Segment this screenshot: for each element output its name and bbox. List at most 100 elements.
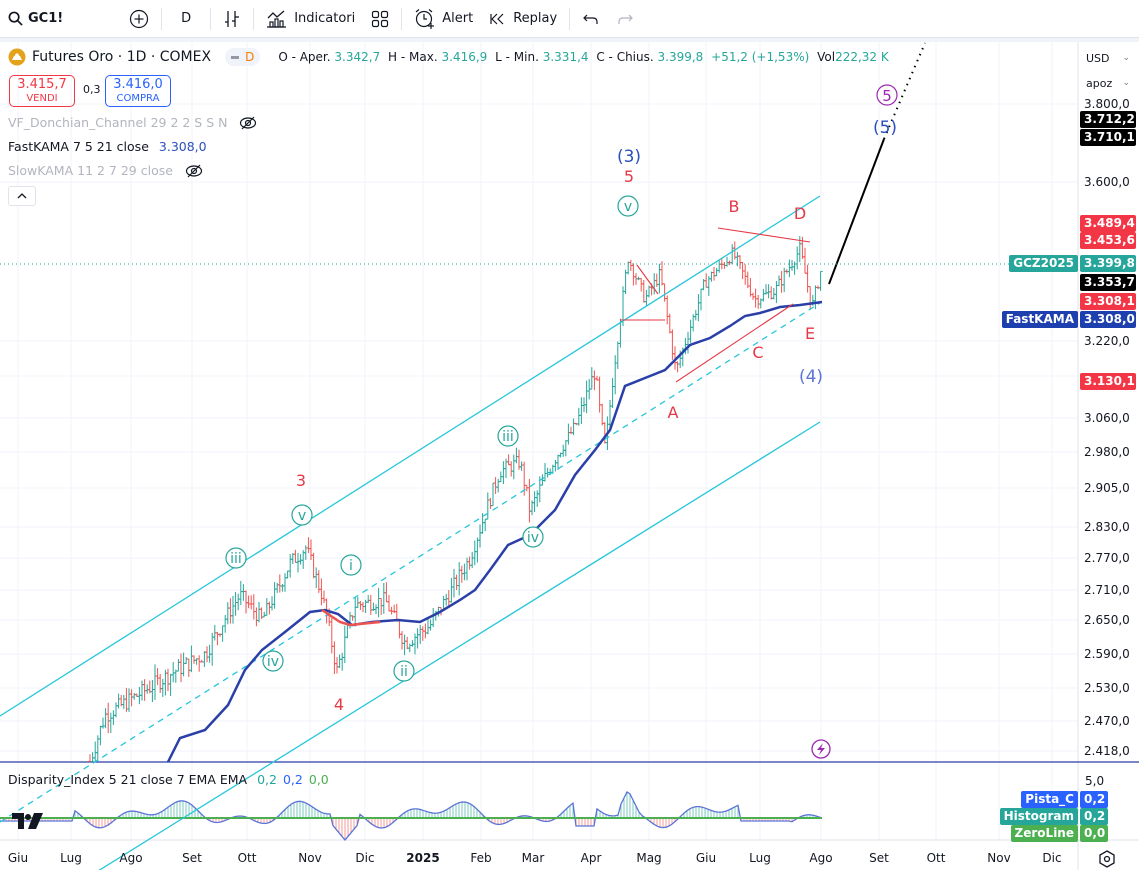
oscillator-axis-top: 5,0: [1085, 774, 1105, 788]
buy-button[interactable]: 3.416,0 COMPRA: [105, 75, 171, 107]
badge-interval: D: [245, 50, 255, 64]
time-tick: Lug: [60, 851, 82, 865]
wave-label-minor-v: v: [624, 199, 632, 215]
series-label-tag: GCZ2025: [1009, 255, 1078, 272]
oscillator-value-pista: 0,2: [282, 772, 303, 787]
open-label: O - Aper.: [278, 50, 331, 64]
price-tag: 3.399,8: [1080, 255, 1136, 272]
interval-label: D: [181, 11, 192, 26]
wave-label-minor-iv-circle: [522, 526, 544, 548]
wave-label-minor-iv: iv: [267, 654, 279, 670]
indicator-slowkama[interactable]: SlowKAMA 11 2 7 29 close: [8, 163, 203, 178]
price-tag: 3.130,1: [1080, 373, 1136, 390]
replay-button[interactable]: Replay: [481, 0, 565, 38]
undo-button[interactable]: [574, 0, 608, 38]
oscillator-name: Disparity_Index 5 21 close 7 EMA EMA: [8, 772, 248, 787]
trend-line: [636, 264, 659, 295]
eye-off-icon[interactable]: [239, 116, 257, 130]
sell-label: VENDI: [26, 93, 58, 104]
oscillator-value-histogram: 0,2: [257, 772, 277, 787]
interval-badge[interactable]: D: [225, 48, 261, 66]
wave-label-E: E: [805, 324, 815, 343]
divider: [161, 7, 163, 30]
vol-label: Vol: [817, 50, 836, 64]
symbol-search-button[interactable]: GC1!: [0, 0, 71, 38]
series-label-tag: FastKAMA: [1001, 311, 1078, 328]
wave-label-minor-iii-circle: [225, 547, 247, 569]
oscillator-value-tag: 0,2: [1080, 808, 1108, 825]
grid-icon: [372, 10, 389, 27]
wave-label-minor-iii: iii: [502, 429, 514, 445]
drawings: [0, 42, 1078, 870]
main-legend: Futures Oro · 1D · COMEX D O - Aper. 3.3…: [8, 48, 889, 66]
collapse-legend-button[interactable]: [8, 186, 36, 206]
price-tag: 3.489,4: [1080, 215, 1136, 232]
time-tick: Ago: [809, 851, 833, 865]
time-tick: Set: [182, 851, 202, 865]
gold-logo-icon: [8, 48, 26, 66]
time-tick: Nov: [987, 851, 1011, 865]
vol-value: 222,32 K: [835, 50, 889, 64]
templates-button[interactable]: [363, 0, 397, 38]
scale-mode-label: apoz: [1086, 76, 1113, 90]
chevron-down-icon: ⌄: [1122, 53, 1130, 63]
price-tick: 3.220,0: [1084, 334, 1130, 348]
chart-type-button[interactable]: [215, 0, 249, 38]
wave-label-target-5: 5: [882, 87, 892, 105]
oscillator-legend[interactable]: Disparity_Index 5 21 close 7 EMA EMA 0,2…: [8, 772, 329, 787]
settings-icon[interactable]: [1098, 850, 1116, 868]
bar-chart-icon: [225, 10, 240, 27]
price-tag: 3.453,6: [1080, 232, 1136, 249]
price-tag: 3.308,1: [1080, 293, 1136, 310]
add-symbol-button[interactable]: [121, 0, 157, 38]
indicator-donchian[interactable]: VF_Donchian_Channel 29 2 2 S S N: [8, 115, 257, 130]
eye-off-icon[interactable]: [185, 164, 203, 178]
wave-label-minor-iii: iii: [230, 551, 242, 567]
oscillator-series-tag: Pista_C: [1021, 791, 1078, 808]
alarm-clock-icon: [415, 8, 435, 29]
indicator-fastkama[interactable]: FastKAMA 7 5 21 close 3.308,0: [8, 139, 207, 154]
toolbar-gap: [0, 38, 1139, 42]
price-tick: 2.830,0: [1084, 520, 1130, 534]
high-label: H - Max.: [388, 50, 438, 64]
open-value: 3.342,7: [334, 50, 381, 64]
time-tick: Giu: [695, 851, 717, 865]
divider: [569, 7, 571, 30]
price-tick: 2.470,0: [1084, 714, 1130, 728]
search-icon: [8, 11, 23, 26]
replay-label: Replay: [513, 11, 558, 26]
indicator-name: VF_Donchian_Channel 29 2 2 S S N: [8, 115, 228, 130]
scale-mode-select[interactable]: apoz ⌄: [1081, 72, 1135, 94]
close-value: 3.399,8: [657, 50, 704, 64]
interval-button[interactable]: D: [166, 0, 206, 38]
target-circle: [876, 84, 898, 106]
symbol-title[interactable]: Futures Oro · 1D · COMEX: [32, 49, 212, 65]
price-tick: 3.060,0: [1084, 411, 1130, 425]
wave-label-D: D: [794, 204, 806, 223]
redo-button[interactable]: [608, 0, 642, 38]
channel-upper-line: [0, 195, 821, 717]
currency-select[interactable]: USD ⌄: [1081, 47, 1135, 69]
chevron-down-icon: ⌄: [1122, 78, 1130, 88]
alert-button[interactable]: Alert: [406, 0, 481, 38]
close-label: C - Chius.: [596, 50, 654, 64]
sell-button[interactable]: 3.415,7 VENDI: [9, 75, 75, 107]
indicators-icon: [267, 10, 287, 28]
time-tick: Ott: [237, 851, 257, 865]
currency-label: USD: [1086, 51, 1110, 65]
time-tick: Dic: [355, 851, 375, 865]
price-tick: 2.980,0: [1084, 445, 1130, 459]
wave-label-B: B: [729, 197, 740, 216]
tradingview-logo-icon[interactable]: [12, 813, 44, 829]
pista-line: [0, 791, 823, 842]
indicators-button[interactable]: Indicatori: [258, 0, 363, 38]
grid: [0, 42, 1139, 870]
wave-label-primary-5: (5): [873, 118, 897, 138]
ohlc-values: O - Aper. 3.342,7 H - Max. 3.416,9 L - M…: [278, 50, 888, 64]
wave-label-primary-4: (4): [799, 367, 823, 387]
projection-line: [828, 138, 885, 285]
divider: [253, 7, 255, 30]
wave-label-minor-iv-circle: [262, 650, 284, 672]
